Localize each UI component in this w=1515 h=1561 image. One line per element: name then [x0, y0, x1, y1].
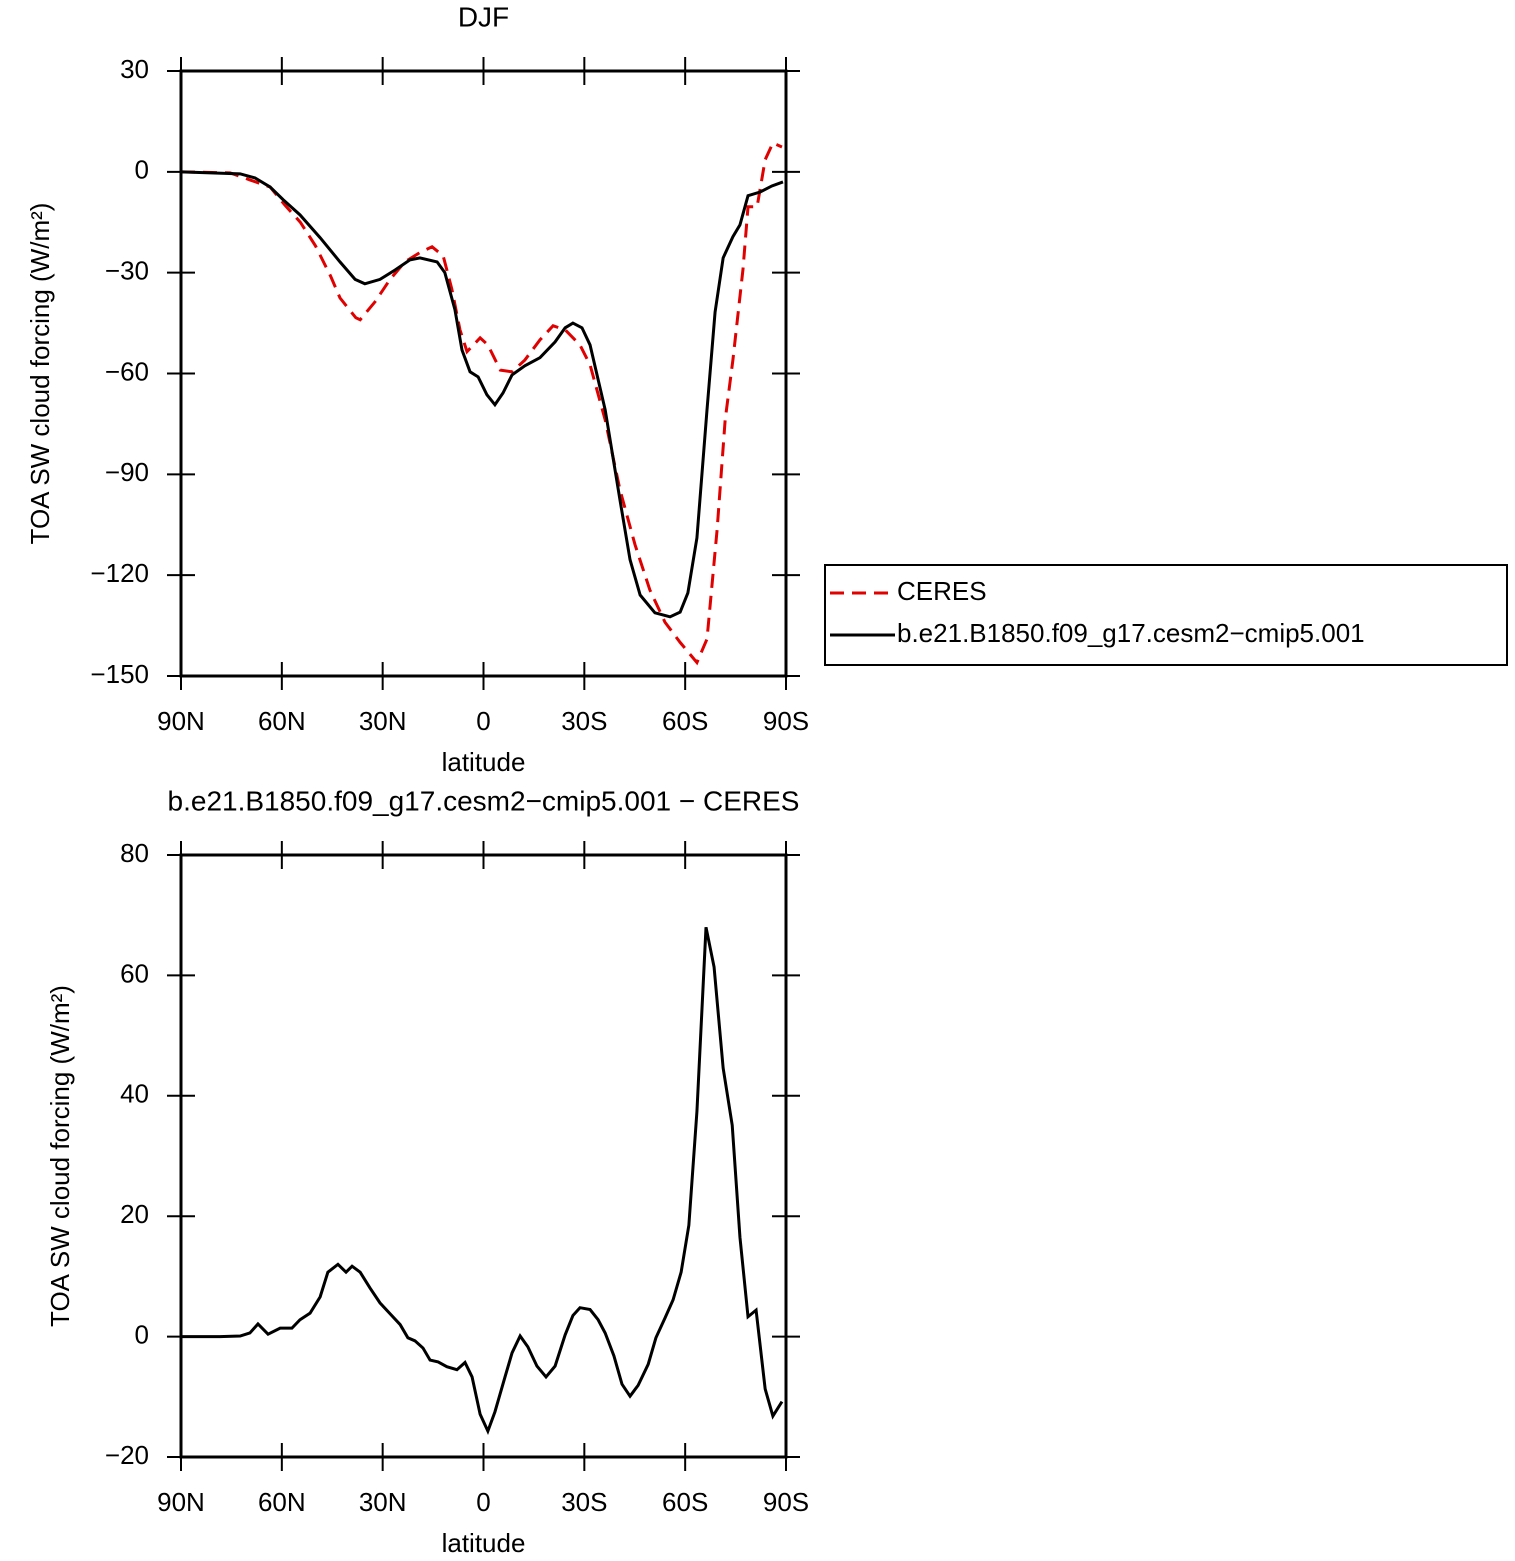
x-tick-label: 60S: [662, 1487, 708, 1517]
y-tick-label: 30: [120, 54, 149, 84]
x-tick-label: 0: [476, 1487, 490, 1517]
legend-label: CERES: [897, 576, 987, 606]
x-axis-label: latitude: [442, 1528, 526, 1558]
x-tick-label: 90N: [157, 706, 205, 736]
x-tick-label: 60N: [258, 706, 306, 736]
y-tick-label: 60: [120, 958, 149, 988]
x-tick-label: 90S: [763, 1487, 809, 1517]
y-axis-label: TOA SW cloud forcing (W/m²): [25, 203, 55, 545]
y-axis-label: TOA SW cloud forcing (W/m²): [45, 985, 75, 1327]
x-tick-label: 30N: [359, 1487, 407, 1517]
y-tick-label: 40: [120, 1079, 149, 1109]
y-tick-label: −120: [90, 558, 149, 588]
x-axis-label: latitude: [442, 747, 526, 777]
x-tick-label: 30N: [359, 706, 407, 736]
plot-frame: [179, 69, 788, 678]
y-tick-label: −30: [105, 256, 149, 286]
data-line: [180, 170, 784, 619]
y-tick-label: 20: [120, 1199, 149, 1229]
legend-box: [824, 564, 1508, 666]
legend-label: b.e21.B1850.f09_g17.cesm2−cmip5.001: [897, 618, 1365, 648]
x-tick-label: 60S: [662, 706, 708, 736]
x-tick-label: 30S: [561, 706, 607, 736]
y-tick-label: 80: [120, 838, 149, 868]
x-tick-label: 90S: [763, 706, 809, 736]
plot-frame: [179, 853, 788, 1459]
y-tick-label: −20: [105, 1440, 149, 1470]
y-tick-label: −150: [90, 659, 149, 689]
chart-title: b.e21.B1850.f09_g17.cesm2−cmip5.001 − CE…: [168, 785, 800, 816]
y-tick-label: −60: [105, 356, 149, 386]
data-line: [180, 140, 783, 666]
x-tick-label: 60N: [258, 1487, 306, 1517]
x-tick-label: 30S: [561, 1487, 607, 1517]
data-line: [181, 926, 784, 1436]
chart-title: DJF: [458, 1, 509, 32]
x-tick-label: 0: [476, 706, 490, 736]
x-tick-label: 90N: [157, 1487, 205, 1517]
y-tick-label: −90: [105, 457, 149, 487]
y-tick-label: 0: [135, 155, 149, 185]
y-tick-label: 0: [135, 1319, 149, 1349]
